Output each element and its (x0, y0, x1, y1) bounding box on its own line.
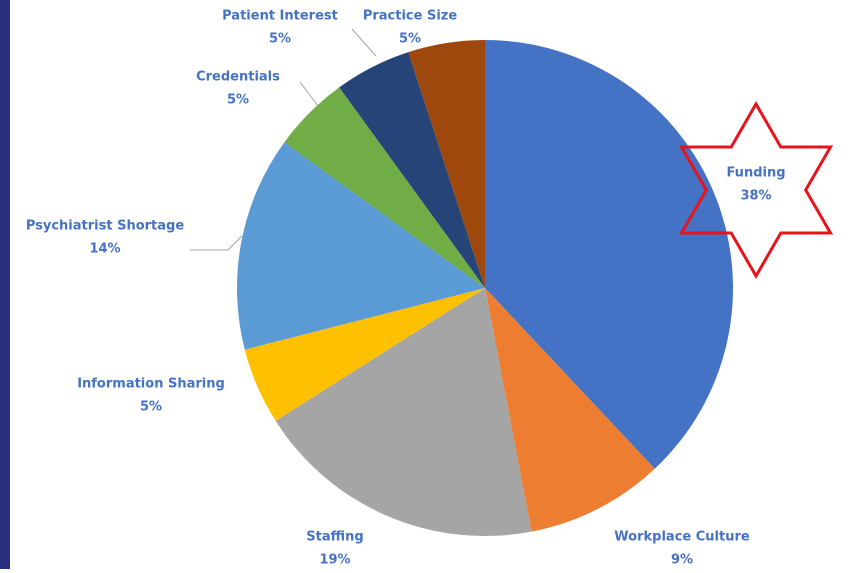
leader-line (351, 28, 377, 57)
pie-slice (237, 142, 485, 350)
pie-slice (339, 52, 485, 288)
labels: Funding 38% Workplace Culture 9% Staffing 19%… (26, 9, 786, 568)
slice-label: Workplace Culture (614, 530, 750, 545)
leader-line (190, 235, 243, 251)
slice-value-label: 5% (269, 32, 291, 47)
pie-slice (275, 288, 532, 536)
slice-label: Psychiatrist Shortage (26, 219, 185, 234)
slice-value-label: 5% (140, 400, 162, 415)
slice-value-label: 5% (227, 93, 249, 108)
slice-label: Information Sharing (77, 377, 225, 392)
slice-label: Patient Interest (222, 9, 338, 24)
slice-label: Practice Size (363, 9, 458, 24)
star-annotation (678, 100, 834, 280)
slice-value-label: 38% (740, 189, 771, 204)
pie-slice (284, 87, 485, 288)
pie-slice (485, 288, 655, 532)
slice-value-label: 5% (399, 32, 421, 47)
slice-label: Staffing (306, 530, 363, 545)
slice-label: Credentials (196, 70, 280, 85)
pie-slice (244, 288, 485, 421)
pie-slice (408, 40, 485, 288)
pie (237, 40, 733, 536)
slice-value-label: 19% (319, 553, 350, 568)
slice-label: Funding (726, 166, 785, 181)
side-border (0, 0, 10, 569)
leader-line (299, 81, 319, 107)
pie-slice (485, 40, 733, 469)
slice-value-label: 14% (89, 242, 120, 257)
slice-value-label: 9% (671, 553, 693, 568)
